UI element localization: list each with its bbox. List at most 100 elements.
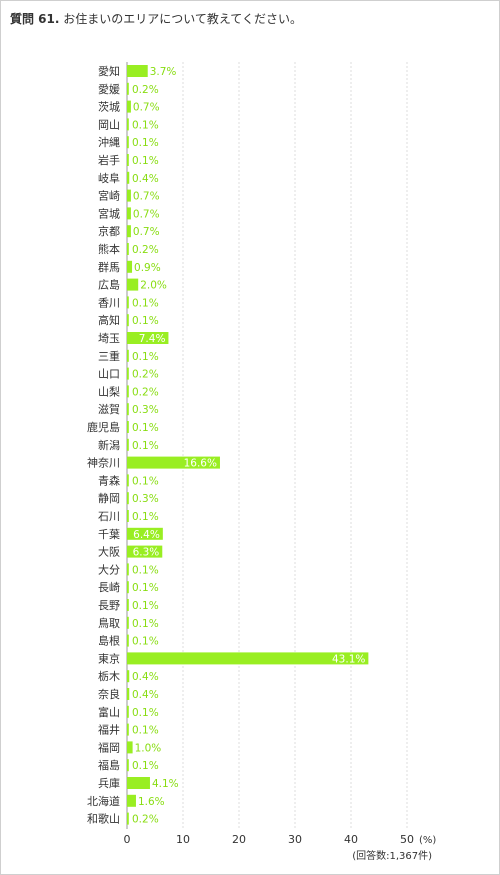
- data-label: 3.7%: [150, 66, 177, 78]
- category-label: 熊本: [98, 242, 120, 256]
- category-label: 宮崎: [98, 189, 120, 203]
- data-label: 0.1%: [132, 155, 159, 167]
- data-label: 0.2%: [132, 244, 159, 256]
- data-label: 0.2%: [132, 84, 159, 96]
- category-label: 長野: [98, 599, 120, 612]
- data-label: 0.9%: [134, 262, 161, 274]
- category-label: 香川: [98, 296, 120, 309]
- data-label: 0.1%: [132, 760, 159, 772]
- bar: [127, 510, 129, 522]
- data-label: 1.6%: [138, 796, 165, 808]
- data-label: 0.1%: [132, 475, 159, 487]
- bar: [127, 634, 129, 647]
- category-label: 大阪: [98, 545, 120, 559]
- bar: [127, 688, 130, 700]
- category-label: 石川: [98, 510, 120, 523]
- bar: [127, 260, 133, 273]
- category-label: 北海道: [87, 794, 120, 808]
- bar: [127, 154, 129, 166]
- bar: [127, 492, 129, 505]
- category-label: 奈良: [98, 687, 120, 701]
- category-label: 福島: [98, 758, 120, 772]
- category-label: 岐阜: [98, 172, 120, 185]
- category-label: 栃木: [98, 669, 120, 683]
- bar: [127, 136, 129, 149]
- bar: [127, 403, 129, 416]
- x-axis-unit: (%): [419, 835, 436, 846]
- category-label: 山梨: [98, 384, 120, 398]
- data-label: 0.7%: [133, 226, 160, 238]
- category-label: 岡山: [98, 118, 120, 131]
- x-tick-label: 50: [400, 833, 414, 846]
- bar: [127, 741, 133, 754]
- category-label: 青森: [98, 473, 120, 487]
- question-number: 質問 61.: [10, 12, 60, 26]
- data-label: 2.0%: [140, 280, 167, 292]
- bar: [127, 723, 129, 736]
- data-label: 0.2%: [132, 814, 159, 826]
- bar: [127, 296, 129, 309]
- x-tick-label: 30: [288, 833, 302, 846]
- data-label: 0.1%: [132, 582, 159, 594]
- bar: [127, 82, 129, 95]
- category-label: 福井: [98, 723, 120, 737]
- data-label: 0.1%: [132, 137, 159, 149]
- category-label: 滋賀: [98, 403, 120, 416]
- bar: [127, 314, 129, 327]
- category-label: 神奈川: [87, 456, 120, 470]
- data-label: 7.4%: [139, 333, 166, 345]
- data-label: 0.1%: [132, 618, 159, 630]
- category-label: 大分: [98, 562, 120, 576]
- data-label: 0.1%: [132, 315, 159, 327]
- bar: [127, 616, 129, 629]
- data-label: 0.1%: [132, 564, 159, 576]
- category-label: 広島: [98, 278, 120, 292]
- data-label: 0.1%: [132, 119, 159, 131]
- bar: [127, 243, 129, 255]
- category-label: 岩手: [98, 153, 120, 167]
- data-label: 43.1%: [332, 653, 365, 665]
- category-label: 千葉: [98, 527, 120, 541]
- bar: [127, 278, 139, 291]
- x-tick-label: 20: [232, 833, 246, 846]
- bar: [127, 189, 131, 202]
- data-label: 0.1%: [132, 511, 159, 523]
- data-label: 0.1%: [132, 707, 159, 719]
- category-label: 島根: [98, 634, 120, 648]
- category-label: 兵庫: [98, 776, 120, 790]
- bar: [127, 474, 129, 487]
- bar: [127, 705, 129, 718]
- data-label: 0.1%: [132, 351, 159, 363]
- category-label: 三重: [98, 349, 120, 363]
- data-label: 6.4%: [133, 529, 160, 541]
- bar: [127, 545, 163, 558]
- bar: [127, 367, 129, 380]
- category-label: 宮城: [98, 206, 120, 220]
- data-label: 0.4%: [132, 671, 159, 683]
- bar: [127, 456, 220, 469]
- category-label: 埼玉: [98, 331, 120, 345]
- data-label: 1.0%: [135, 742, 162, 754]
- bar: [127, 759, 129, 772]
- data-label: 0.1%: [132, 600, 159, 612]
- bar: [127, 670, 130, 683]
- bar: [127, 207, 131, 220]
- data-label: 0.7%: [133, 191, 160, 203]
- bar: [127, 794, 136, 807]
- x-tick-label: 40: [344, 833, 358, 846]
- data-label: 0.1%: [132, 725, 159, 737]
- category-label: 鹿児島: [87, 420, 120, 434]
- bar: [127, 652, 369, 665]
- data-label: 0.1%: [132, 440, 159, 452]
- data-label: 0.7%: [133, 208, 160, 220]
- bar: [127, 777, 150, 789]
- bar: [127, 599, 129, 611]
- question-text: お住まいのエリアについて教えてください。: [63, 12, 302, 26]
- data-label: 0.1%: [132, 422, 159, 434]
- x-tick-label: 0: [124, 833, 131, 846]
- data-label: 6.3%: [133, 547, 160, 559]
- category-label: 高知: [98, 313, 120, 327]
- data-label: 0.4%: [132, 689, 159, 701]
- category-label: 福岡: [98, 740, 120, 754]
- data-label: 4.1%: [152, 778, 179, 790]
